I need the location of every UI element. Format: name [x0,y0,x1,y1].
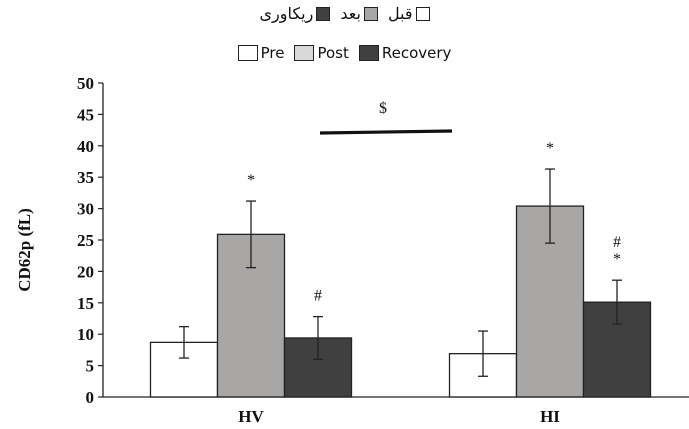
legend-swatch-recovery-fa [316,6,331,21]
significance-mark: * [613,251,621,268]
significance-label: $ [379,100,387,117]
legend-label-pre: Pre [260,44,285,62]
legend-persian: قبل بعد ریکاوری [0,4,689,23]
legend-label-recovery-fa: ریکاوری [259,4,314,23]
y-tick-label: 40 [77,137,94,156]
legend-item-recovery-fa: ریکاوری [259,4,331,23]
legend-label-recovery: Recovery [381,44,452,62]
legend-item-pre-fa: قبل [388,4,430,23]
legend-swatch-pre-fa [415,6,430,21]
x-tick-label: HI [540,407,560,426]
legend-item-pre: Pre [237,44,285,62]
y-tick-label: 20 [77,262,94,281]
y-tick-label: 15 [77,294,94,313]
significance-line [319,129,453,135]
significance-mark: # [613,234,621,251]
significance-mark: # [314,288,322,305]
legend-label-post: Post [317,44,349,62]
legend-item-recovery: Recovery [358,44,452,62]
legend-item-post: Post [294,44,349,62]
legend-label-post-fa: بعد [340,4,361,23]
legend-label-pre-fa: قبل [387,4,413,23]
legend-item-post-fa: بعد [340,4,378,23]
legend-swatch-post-fa [363,6,378,21]
legend-swatch-post [294,45,315,61]
y-tick-label: 35 [77,168,94,187]
y-tick-label: 5 [86,357,95,376]
x-tick-label: HV [238,407,264,426]
legend-swatch-pre [237,45,258,61]
significance-mark: * [546,140,554,157]
y-axis-label: CD62p (fL) [15,208,34,292]
y-tick-label: 50 [77,74,94,93]
y-tick-label: 10 [77,325,94,344]
y-tick-label: 0 [86,388,95,407]
y-tick-label: 45 [77,105,94,124]
legend-swatch-recovery [358,45,379,61]
y-tick-label: 30 [77,200,94,219]
y-tick-label: 25 [77,231,94,250]
significance-mark: * [247,172,255,189]
legend-english: Pre Post Recovery [0,44,689,62]
